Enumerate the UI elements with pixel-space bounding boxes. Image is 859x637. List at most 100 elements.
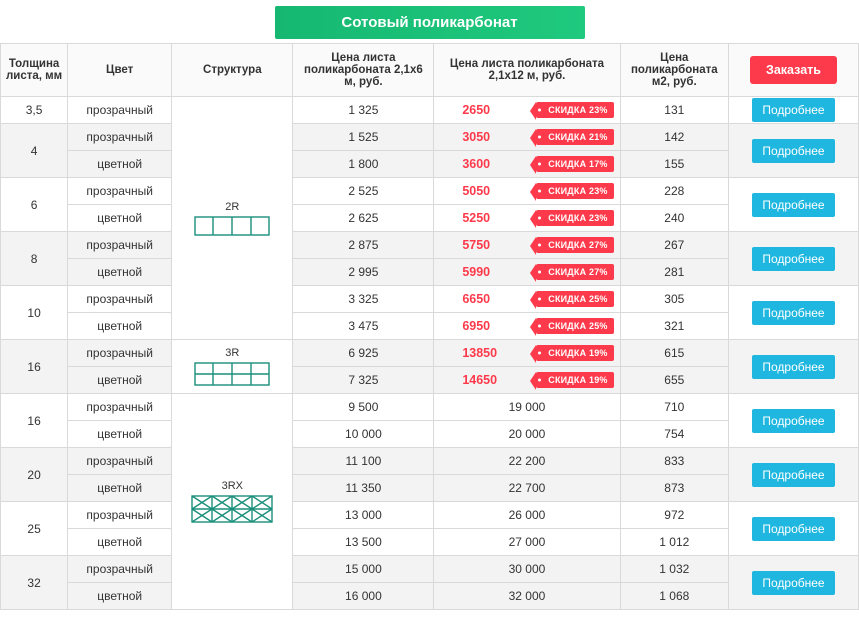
details-button[interactable]: Подробнее [752,409,834,433]
cell-pricem2: 754 [620,421,728,448]
cell-color: цветной [68,421,172,448]
structure-label: 3R [172,347,292,359]
cell-price12: 32 000 [434,583,620,610]
cell-color: прозрачный [68,232,172,259]
cell-action: Подробнее [728,97,858,124]
cell-price12: 5990СКИДКА 27% [434,259,620,286]
cell-price12: 22 200 [434,448,620,475]
price12-value: 6950 [462,319,490,333]
cell-price12: 27 000 [434,529,620,556]
discount-badge: СКИДКА 21% [536,129,613,145]
details-button[interactable]: Подробнее [752,355,834,379]
cell-price6: 11 100 [293,448,434,475]
cell-price6: 10 000 [293,421,434,448]
cell-structure: 3RX [172,394,293,610]
cell-price6: 3 475 [293,313,434,340]
details-button[interactable]: Подробнее [752,463,834,487]
cell-price6: 1 800 [293,151,434,178]
cell-pricem2: 321 [620,313,728,340]
cell-color: прозрачный [68,502,172,529]
th-thickness: Толщина листа, мм [1,44,68,97]
cell-color: прозрачный [68,178,172,205]
cell-price6: 7 325 [293,367,434,394]
cell-pricem2: 305 [620,286,728,313]
structure-icon: 3R [172,347,292,386]
discount-badge: СКИДКА 19% [536,345,613,361]
price12-value: 3050 [462,130,490,144]
cell-price6: 2 875 [293,232,434,259]
cell-price12: 14650 СКИДКА 19% [434,367,620,394]
details-button[interactable]: Подробнее [752,139,834,163]
cell-price6: 3 325 [293,286,434,313]
cell-thickness: 25 [1,502,68,556]
cell-pricem2: 655 [620,367,728,394]
cell-pricem2: 1 068 [620,583,728,610]
discount-badge: СКИДКА 17% [536,156,613,172]
structure-icon: 2R [172,201,292,236]
discount-badge: СКИДКА 23% [536,210,613,226]
cell-price12: 6950 СКИДКА 25% [434,313,620,340]
cell-price12: 19 000 [434,394,620,421]
th-action: Заказать [728,44,858,97]
cell-price6: 15 000 [293,556,434,583]
price12-value: 5050 [462,184,490,198]
discount-badge: СКИДКА 27% [536,264,613,280]
discount-badge: СКИДКА 25% [536,318,613,334]
cell-price12: 5250СКИДКА 23% [434,205,620,232]
price12-value: 14650 [462,373,497,387]
cell-price12: 26 000 [434,502,620,529]
cell-price12: 6650СКИДКА 25% [434,286,620,313]
cell-color: цветной [68,367,172,394]
cell-price6: 11 350 [293,475,434,502]
cell-action: Подробнее [728,232,858,286]
table-row: 10прозрачный3 3256650СКИДКА 25%305Подроб… [1,286,859,313]
page-title: Сотовый поликарбонат [275,6,585,39]
th-structure: Структура [172,44,293,97]
cell-color: цветной [68,151,172,178]
cell-price6: 13 000 [293,502,434,529]
details-button[interactable]: Подробнее [752,98,834,122]
cell-action: Подробнее [728,394,858,448]
details-button[interactable]: Подробнее [752,301,834,325]
order-button[interactable]: Заказать [750,56,837,84]
th-color: Цвет [68,44,172,97]
details-button[interactable]: Подробнее [752,571,834,595]
cell-price6: 1 325 [293,97,434,124]
cell-thickness: 32 [1,556,68,610]
cell-thickness: 16 [1,394,68,448]
cell-price12: 30 000 [434,556,620,583]
cell-color: цветной [68,475,172,502]
table-row: 20прозрачный11 10022 200833Подробнее [1,448,859,475]
cell-price6: 1 525 [293,124,434,151]
details-button[interactable]: Подробнее [752,193,834,217]
cell-thickness: 16 [1,340,68,394]
details-button[interactable]: Подробнее [752,247,834,271]
cell-price6: 2 995 [293,259,434,286]
cell-pricem2: 1 012 [620,529,728,556]
th-price12: Цена листа поликарбоната 2,1x12 м, руб. [434,44,620,97]
cell-thickness: 8 [1,232,68,286]
cell-price6: 2 625 [293,205,434,232]
cell-pricem2: 267 [620,232,728,259]
cell-price12: 3050 СКИДКА 21% [434,124,620,151]
cell-price6: 2 525 [293,178,434,205]
cell-price6: 9 500 [293,394,434,421]
cell-pricem2: 131 [620,97,728,124]
table-row: 4прозрачный1 5253050СКИДКА 21%142Подробн… [1,124,859,151]
th-pricem2: Цена поликарбоната м2, руб. [620,44,728,97]
cell-price6: 16 000 [293,583,434,610]
cell-action: Подробнее [728,556,858,610]
cell-action: Подробнее [728,340,858,394]
cell-price12: 2650 СКИДКА 23% [434,97,620,124]
price12-value: 2650 [462,103,490,117]
cell-structure: 2R [172,97,293,340]
cell-action: Подробнее [728,178,858,232]
table-row: 16прозрачный3R6 92513850СКИДКА 19%615Под… [1,340,859,367]
details-button[interactable]: Подробнее [752,517,834,541]
cell-pricem2: 972 [620,502,728,529]
table-row: 3,5прозрачный2R1 3252650СКИДКА 23%131Под… [1,97,859,124]
cell-price12: 13850СКИДКА 19% [434,340,620,367]
discount-badge: СКИДКА 23% [536,102,613,118]
discount-badge: СКИДКА 19% [536,372,613,388]
table-row: 25прозрачный13 00026 000972Подробнее [1,502,859,529]
